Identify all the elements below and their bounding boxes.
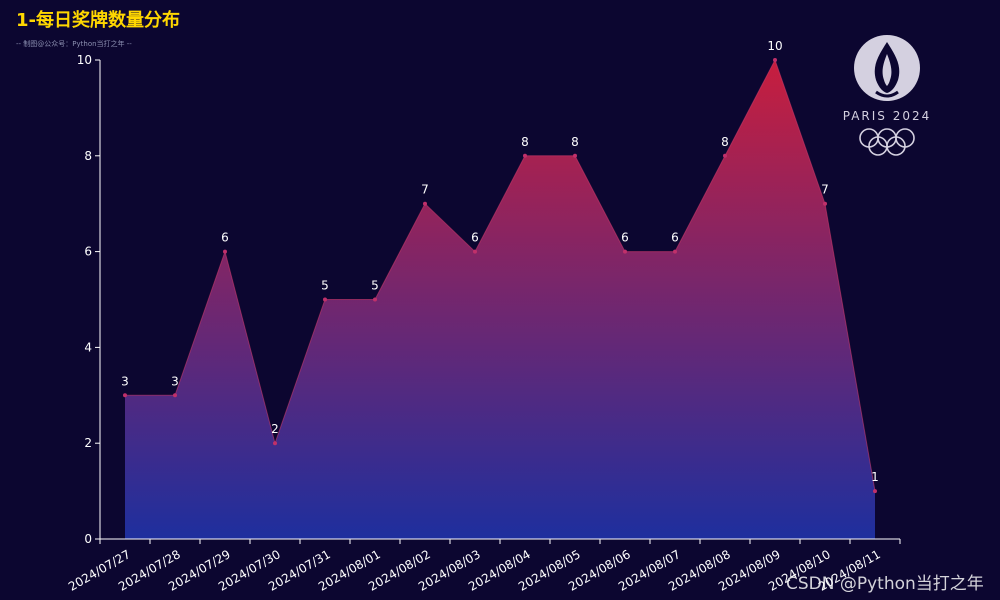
data-point	[623, 249, 627, 254]
data-label: 8	[521, 135, 529, 149]
data-label: 2	[271, 422, 279, 436]
y-tick-label: 10	[77, 53, 92, 67]
data-label: 8	[571, 135, 579, 149]
logo-text: PARIS 2024	[843, 109, 932, 123]
data-label: 5	[371, 279, 379, 293]
y-tick-label: 0	[84, 532, 92, 546]
data-label: 7	[421, 183, 429, 197]
data-label: 3	[171, 374, 179, 388]
data-point	[373, 297, 377, 302]
data-point	[273, 441, 277, 446]
y-tick-label: 6	[84, 245, 92, 259]
data-point	[123, 393, 127, 398]
data-point	[823, 201, 827, 206]
area-layer	[125, 58, 876, 539]
data-label: 6	[471, 231, 479, 245]
data-label: 5	[321, 279, 329, 293]
area-fill	[125, 60, 875, 539]
data-label: 10	[767, 39, 782, 53]
data-point	[473, 249, 477, 254]
data-label: 3	[121, 374, 129, 388]
y-tick-label: 8	[84, 149, 92, 163]
data-label: 6	[221, 231, 229, 245]
data-point	[573, 153, 577, 158]
data-point	[773, 58, 777, 62]
data-label: 8	[721, 135, 729, 149]
data-point	[223, 249, 227, 254]
watermark: CSDN @Python当打之年	[786, 574, 984, 594]
paris-2024-olympic-logo: PARIS 2024	[843, 35, 932, 156]
chart-title: 1-每日奖牌数量分布	[16, 10, 180, 31]
olympic-rings-icon	[859, 128, 915, 156]
data-point	[873, 489, 877, 494]
data-point	[423, 201, 427, 206]
data-label: 6	[671, 231, 679, 245]
data-label: 7	[821, 183, 829, 197]
y-tick-label: 4	[84, 340, 92, 354]
data-label: 1	[871, 470, 879, 484]
data-point	[173, 393, 177, 398]
data-point	[323, 297, 327, 302]
y-tick-label: 2	[84, 436, 92, 450]
data-label: 6	[621, 231, 629, 245]
data-point	[673, 249, 677, 254]
points-layer	[123, 58, 877, 494]
labels-layer: 3 3 6 2 5 5 7 6 8 8 6 6 8 10 7 1	[121, 39, 879, 484]
data-point	[523, 153, 527, 158]
data-point	[723, 153, 727, 158]
chart-subtitle: -- 制图@公众号：Python当打之年 --	[16, 40, 132, 48]
series-line	[125, 58, 876, 492]
